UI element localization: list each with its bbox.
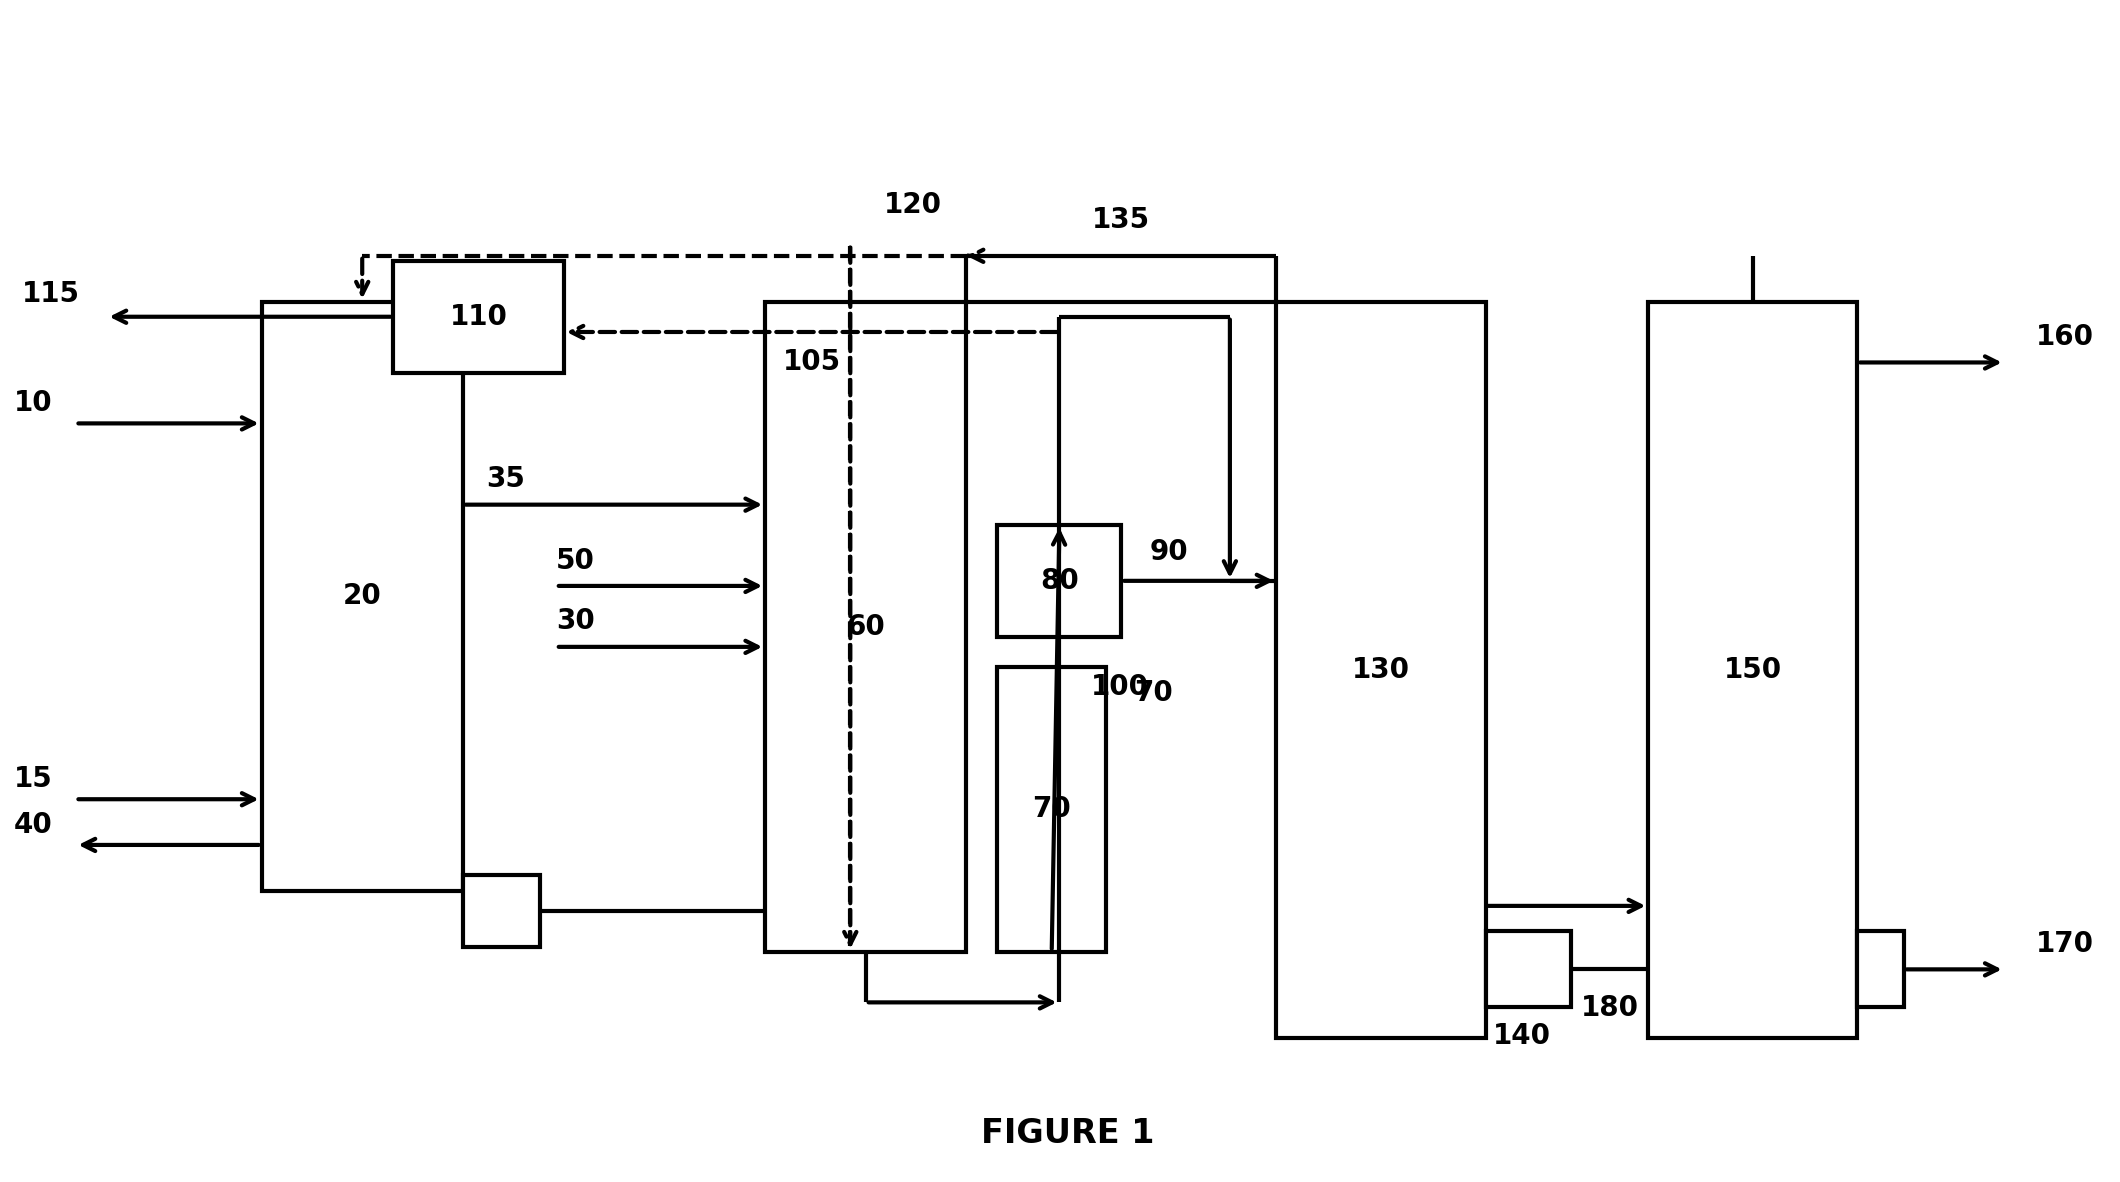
- Bar: [261, 301, 462, 891]
- Text: 10: 10: [13, 389, 53, 417]
- Bar: [392, 261, 564, 372]
- Bar: [1857, 931, 1904, 1007]
- Text: 30: 30: [555, 608, 594, 636]
- Bar: [999, 525, 1121, 637]
- Text: 90: 90: [1149, 539, 1187, 566]
- Text: 105: 105: [782, 349, 842, 376]
- Text: 35: 35: [485, 466, 526, 493]
- Text: 140: 140: [1492, 1022, 1552, 1050]
- Text: 50: 50: [555, 546, 596, 574]
- Bar: [765, 301, 967, 952]
- Text: 70: 70: [1032, 795, 1071, 824]
- Bar: [1486, 931, 1571, 1007]
- Text: 160: 160: [2035, 323, 2095, 351]
- Text: FIGURE 1: FIGURE 1: [982, 1117, 1153, 1150]
- Text: 40: 40: [13, 811, 53, 838]
- Text: 150: 150: [1724, 656, 1783, 683]
- Text: 15: 15: [13, 765, 53, 793]
- Text: 60: 60: [846, 612, 886, 641]
- Bar: [1647, 301, 1857, 1038]
- Text: 110: 110: [449, 303, 507, 331]
- Text: 170: 170: [2035, 930, 2095, 957]
- Text: 80: 80: [1041, 567, 1079, 595]
- Text: 180: 180: [1582, 994, 1639, 1022]
- Text: 130: 130: [1353, 656, 1410, 683]
- Text: 20: 20: [343, 582, 382, 610]
- Bar: [462, 876, 541, 947]
- Bar: [1276, 301, 1486, 1038]
- Text: 120: 120: [884, 191, 943, 219]
- Text: 70: 70: [1134, 678, 1172, 707]
- Bar: [999, 667, 1107, 952]
- Text: 115: 115: [21, 280, 81, 309]
- Text: 100: 100: [1090, 674, 1149, 701]
- Text: 135: 135: [1092, 206, 1151, 234]
